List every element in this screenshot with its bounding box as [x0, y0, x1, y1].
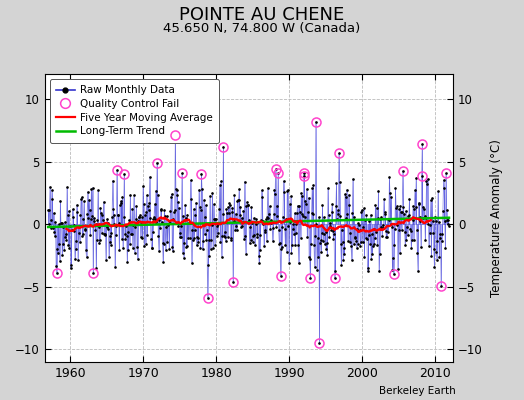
Legend: Raw Monthly Data, Quality Control Fail, Five Year Moving Average, Long-Term Tren: Raw Monthly Data, Quality Control Fail, … — [50, 79, 219, 143]
Text: Berkeley Earth: Berkeley Earth — [379, 386, 456, 396]
Text: 45.650 N, 74.800 W (Canada): 45.650 N, 74.800 W (Canada) — [163, 22, 361, 35]
Y-axis label: Temperature Anomaly (°C): Temperature Anomaly (°C) — [490, 139, 503, 297]
Text: POINTE AU CHENE: POINTE AU CHENE — [179, 6, 345, 24]
